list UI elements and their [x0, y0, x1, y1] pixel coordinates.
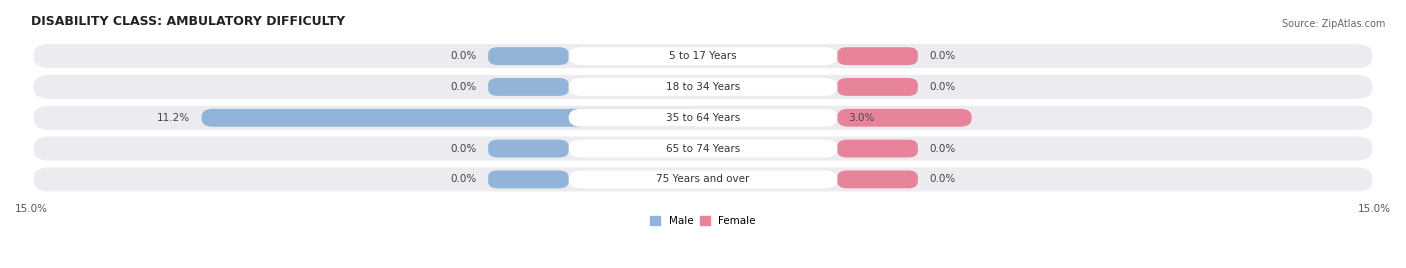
- FancyBboxPatch shape: [488, 47, 568, 65]
- FancyBboxPatch shape: [488, 140, 568, 158]
- FancyBboxPatch shape: [34, 167, 1372, 191]
- FancyBboxPatch shape: [34, 106, 1372, 130]
- FancyBboxPatch shape: [34, 75, 1372, 99]
- Text: 11.2%: 11.2%: [157, 113, 190, 123]
- Text: 0.0%: 0.0%: [929, 174, 955, 184]
- Text: 18 to 34 Years: 18 to 34 Years: [666, 82, 740, 92]
- FancyBboxPatch shape: [568, 140, 838, 158]
- Text: 0.0%: 0.0%: [451, 51, 477, 61]
- Text: 75 Years and over: 75 Years and over: [657, 174, 749, 184]
- Text: 0.0%: 0.0%: [451, 82, 477, 92]
- Text: Source: ZipAtlas.com: Source: ZipAtlas.com: [1281, 19, 1385, 29]
- Text: DISABILITY CLASS: AMBULATORY DIFFICULTY: DISABILITY CLASS: AMBULATORY DIFFICULTY: [31, 15, 346, 28]
- Text: 0.0%: 0.0%: [451, 144, 477, 154]
- FancyBboxPatch shape: [838, 47, 918, 65]
- FancyBboxPatch shape: [34, 44, 1372, 68]
- Text: 65 to 74 Years: 65 to 74 Years: [666, 144, 740, 154]
- Legend: Male, Female: Male, Female: [645, 212, 761, 230]
- FancyBboxPatch shape: [568, 170, 838, 188]
- FancyBboxPatch shape: [201, 109, 703, 127]
- FancyBboxPatch shape: [838, 140, 918, 158]
- FancyBboxPatch shape: [838, 109, 972, 127]
- FancyBboxPatch shape: [488, 78, 568, 96]
- FancyBboxPatch shape: [568, 109, 838, 127]
- Text: 35 to 64 Years: 35 to 64 Years: [666, 113, 740, 123]
- FancyBboxPatch shape: [568, 47, 838, 65]
- FancyBboxPatch shape: [838, 170, 918, 188]
- Text: 0.0%: 0.0%: [451, 174, 477, 184]
- Text: 5 to 17 Years: 5 to 17 Years: [669, 51, 737, 61]
- Text: 3.0%: 3.0%: [848, 113, 875, 123]
- Text: 0.0%: 0.0%: [929, 51, 955, 61]
- FancyBboxPatch shape: [488, 170, 568, 188]
- Text: 0.0%: 0.0%: [929, 82, 955, 92]
- FancyBboxPatch shape: [838, 78, 918, 96]
- FancyBboxPatch shape: [568, 78, 838, 96]
- Text: 0.0%: 0.0%: [929, 144, 955, 154]
- FancyBboxPatch shape: [34, 137, 1372, 161]
